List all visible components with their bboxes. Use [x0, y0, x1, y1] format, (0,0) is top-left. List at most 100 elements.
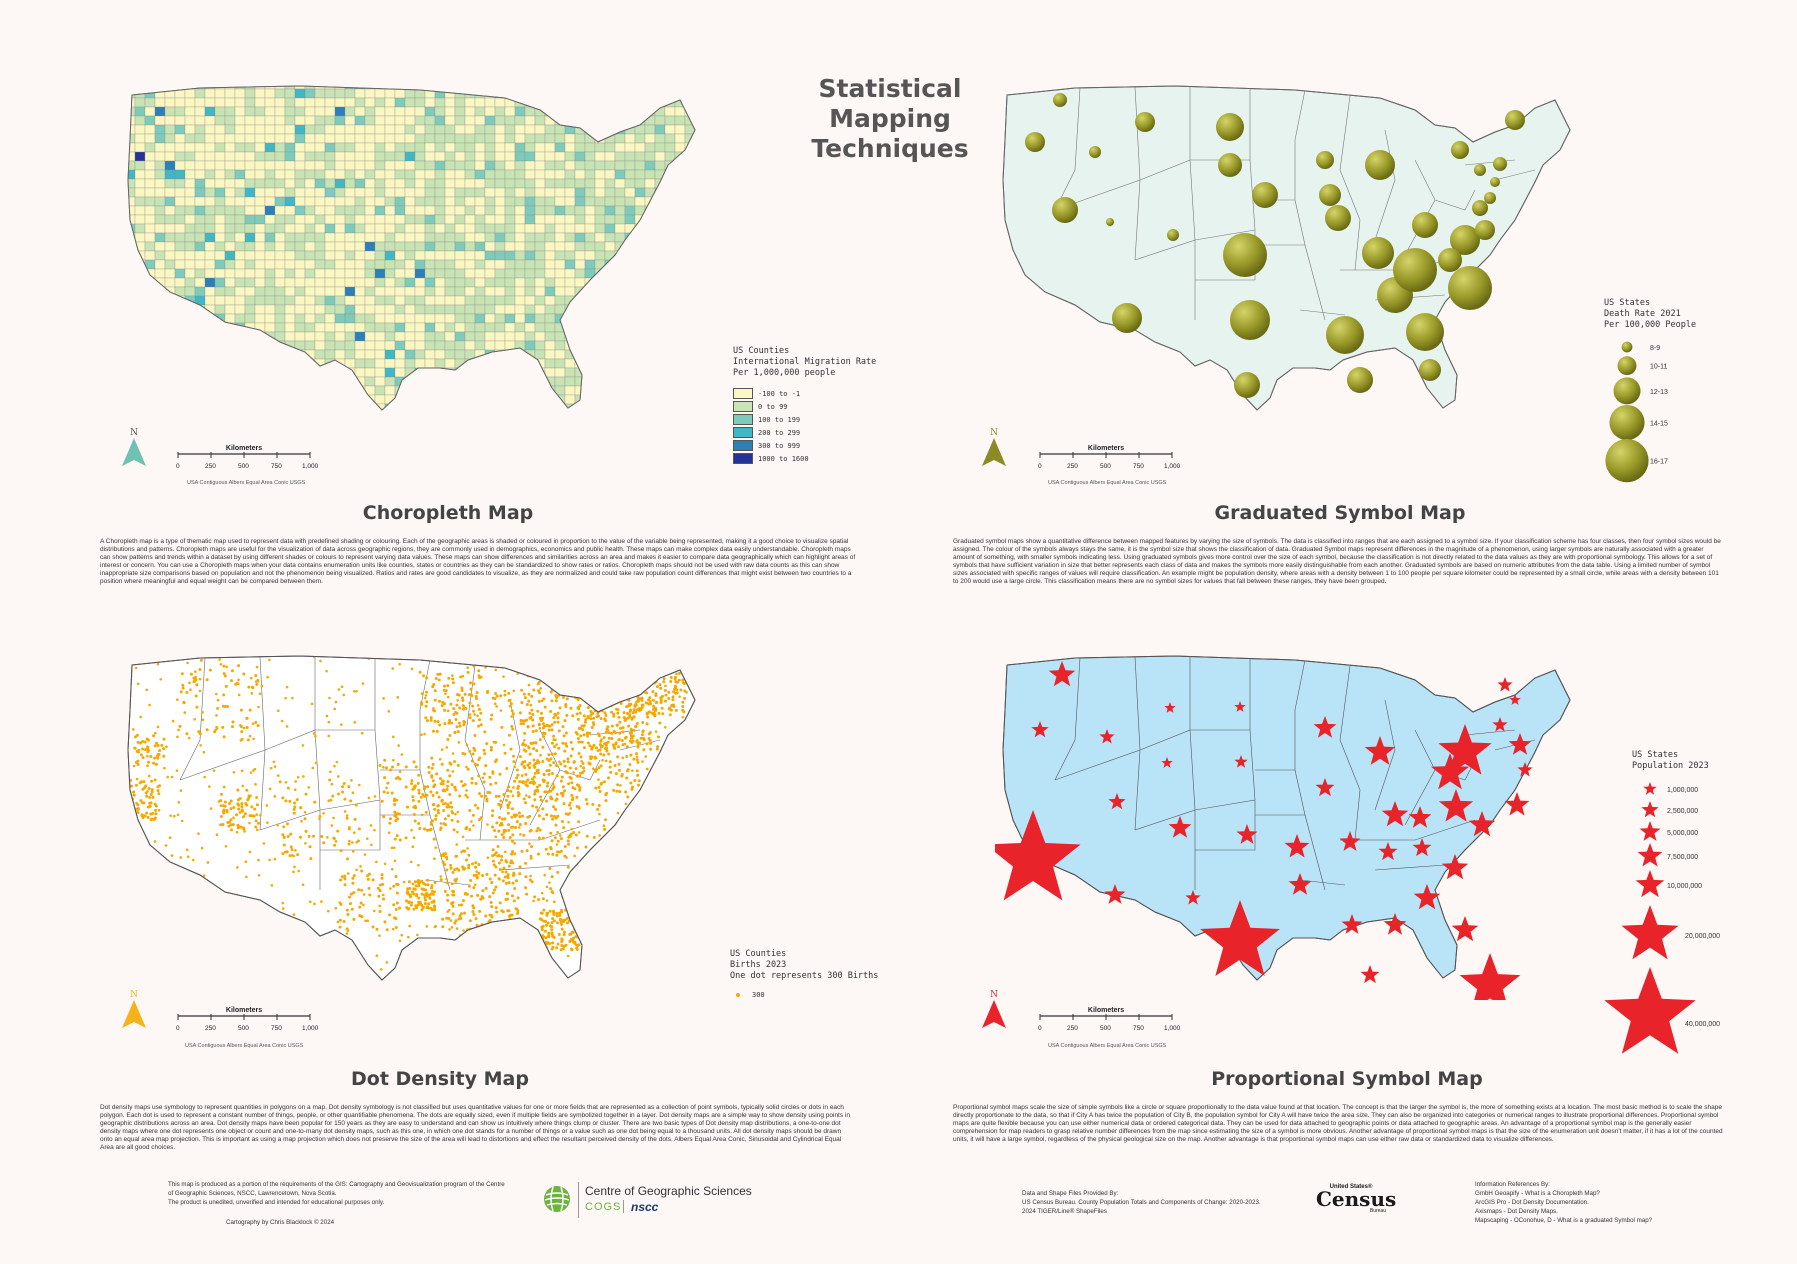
dot	[455, 843, 459, 846]
dot	[150, 790, 154, 794]
dot	[222, 693, 226, 697]
proportional-symbol	[1234, 755, 1248, 768]
graduated-title: Graduated Symbol Map	[1214, 502, 1466, 524]
dot	[575, 890, 579, 894]
dot	[136, 928, 140, 931]
dot	[227, 971, 231, 975]
dot	[490, 905, 494, 909]
dot	[488, 775, 492, 779]
dot	[272, 760, 276, 764]
dot	[678, 695, 681, 698]
dot	[475, 691, 479, 695]
dot	[418, 826, 422, 830]
dot	[629, 781, 633, 785]
footer-disclaimer: This map is produced as a portion of the…	[168, 1181, 505, 1206]
dot	[486, 689, 490, 693]
dot	[564, 703, 568, 707]
dot	[154, 808, 158, 812]
dot	[607, 776, 611, 780]
dot	[193, 670, 197, 673]
dot	[555, 774, 559, 778]
dot	[615, 684, 619, 688]
dot	[445, 805, 449, 809]
dot	[618, 939, 622, 942]
dot	[647, 702, 651, 706]
dot	[181, 686, 185, 690]
dot	[432, 837, 436, 841]
dot	[569, 754, 573, 758]
dot	[326, 909, 330, 913]
graduated-symbol	[1167, 229, 1179, 241]
dot	[295, 798, 299, 802]
proportional-symbol	[995, 810, 1081, 901]
dot	[248, 821, 251, 825]
dot	[325, 669, 328, 673]
dot	[503, 875, 507, 879]
dot	[554, 799, 557, 802]
dot	[439, 822, 443, 825]
dot	[422, 827, 426, 831]
dot	[519, 719, 523, 723]
dot	[256, 828, 259, 832]
dot	[569, 832, 573, 836]
dot	[341, 790, 345, 794]
dot	[415, 892, 419, 896]
dot	[675, 672, 678, 676]
dot	[345, 932, 349, 935]
dot	[402, 880, 406, 884]
dot	[146, 748, 150, 752]
dot	[132, 793, 136, 797]
dot	[572, 912, 576, 916]
dot	[466, 847, 469, 850]
dot	[433, 698, 437, 702]
dot	[569, 776, 573, 780]
dot	[639, 687, 643, 691]
dot	[252, 955, 255, 959]
dot	[386, 781, 390, 785]
dot	[353, 817, 357, 821]
dot	[452, 707, 456, 711]
dot	[566, 760, 570, 764]
dot	[242, 672, 246, 676]
dot	[141, 740, 145, 744]
graduated-symbol	[1252, 182, 1278, 208]
legend-symbol	[1621, 341, 1633, 353]
dot	[293, 865, 296, 869]
dot	[645, 684, 649, 688]
dot	[495, 910, 499, 914]
dot	[637, 681, 641, 685]
dot	[500, 855, 504, 859]
dot	[464, 707, 468, 711]
dot	[397, 812, 401, 816]
dot	[125, 805, 128, 808]
dot	[460, 696, 464, 700]
dot	[438, 723, 442, 727]
north-arrow-icon	[122, 438, 146, 466]
dot	[172, 814, 176, 818]
dot	[459, 916, 463, 920]
dot	[634, 725, 638, 729]
dot	[286, 786, 290, 790]
dot	[239, 708, 243, 712]
dot	[621, 726, 625, 730]
dot	[312, 834, 316, 838]
dot	[602, 873, 606, 877]
dot	[366, 877, 370, 881]
dot	[585, 896, 589, 900]
dot	[461, 865, 465, 869]
dot	[563, 691, 567, 695]
projection-label: USA Contiguous Albers Equal Area Conic U…	[1048, 480, 1167, 486]
dot	[140, 813, 144, 817]
dot	[645, 722, 649, 726]
legend-label: 14-15	[1650, 421, 1668, 428]
dot	[502, 828, 506, 832]
dot	[433, 908, 437, 912]
dot	[431, 779, 435, 783]
dot	[137, 750, 140, 754]
dot	[444, 656, 448, 658]
dot	[560, 940, 564, 944]
dot	[205, 962, 208, 966]
dot	[216, 706, 220, 710]
dot	[288, 799, 292, 803]
dot	[587, 864, 591, 868]
